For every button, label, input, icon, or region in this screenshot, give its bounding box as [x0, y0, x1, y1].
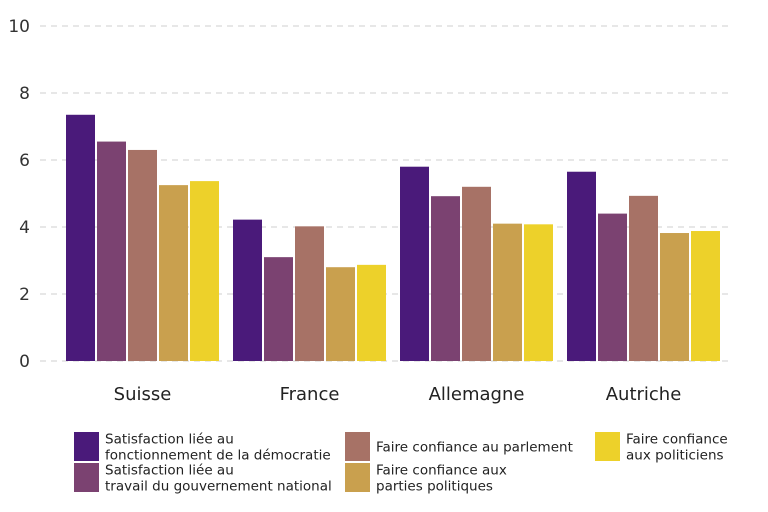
legend-swatch	[595, 432, 620, 461]
bar	[400, 166, 429, 361]
bar	[264, 257, 293, 361]
x-category-label: France	[280, 384, 340, 405]
bar	[691, 231, 720, 361]
y-tick-label: 0	[19, 352, 30, 372]
bar	[128, 149, 157, 361]
legend-swatch	[345, 463, 370, 492]
y-axis-ticks: 0 2 4 6 8 10	[8, 17, 30, 372]
legend-label: aux politiciens	[626, 448, 724, 464]
bar	[567, 171, 596, 361]
y-tick-label: 6	[19, 151, 30, 171]
y-tick-label: 2	[19, 285, 30, 305]
bar	[493, 223, 522, 361]
bar	[190, 181, 219, 361]
legend-label: Satisfaction liée au	[105, 432, 234, 448]
legend-label: parties politiques	[376, 479, 493, 495]
legend-label: Faire confiance	[626, 432, 728, 448]
legend-label: Faire confiance aux	[376, 463, 507, 479]
x-axis-categories: Suisse France Allemagne Autriche	[114, 384, 682, 405]
legend-label: travail du gouvernement national	[105, 479, 332, 495]
legend-label: Satisfaction liée au	[105, 463, 234, 479]
bar	[598, 213, 627, 361]
y-tick-label: 10	[8, 17, 30, 37]
legend-swatch	[74, 432, 99, 461]
bar	[357, 264, 386, 361]
bars	[66, 114, 720, 362]
legend-swatch	[345, 432, 370, 461]
bar	[66, 114, 95, 362]
bar	[629, 195, 658, 361]
bar	[159, 185, 188, 361]
legend-label: fonctionnement de la démocratie	[105, 448, 331, 464]
bar	[97, 141, 126, 361]
legend-label: Faire confiance au parlement	[376, 440, 573, 456]
bar	[233, 219, 262, 361]
bar	[524, 224, 553, 361]
y-tick-label: 4	[19, 218, 30, 238]
y-tick-label: 8	[19, 84, 30, 104]
bar	[660, 233, 689, 361]
x-category-label: Autriche	[606, 384, 682, 405]
bar	[431, 196, 460, 361]
bar	[462, 186, 491, 361]
legend-swatch	[74, 463, 99, 492]
bar	[326, 267, 355, 361]
x-category-label: Suisse	[114, 384, 172, 405]
x-category-label: Allemagne	[429, 384, 525, 405]
bar	[295, 226, 324, 361]
